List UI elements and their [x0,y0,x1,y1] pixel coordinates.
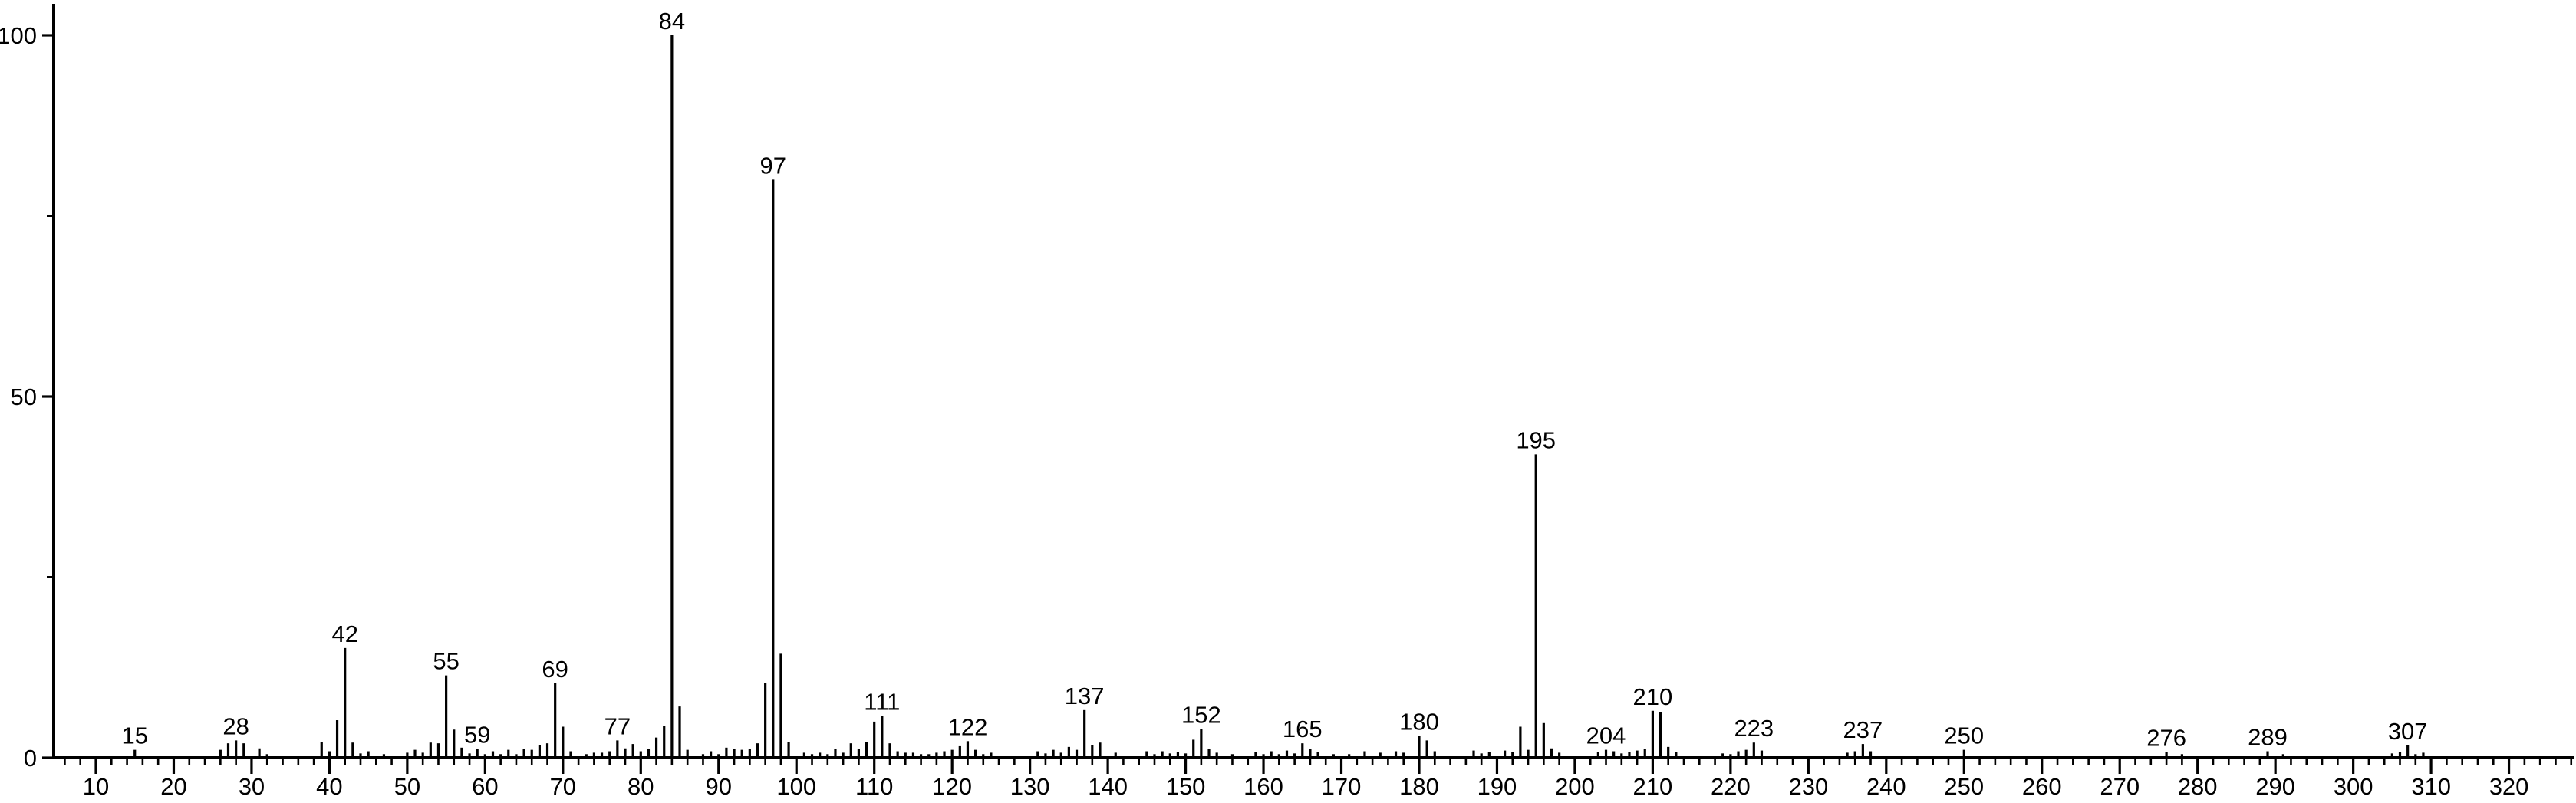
x-tick-label: 50 [394,773,420,799]
peak-mass-label: 84 [659,8,685,35]
x-tick-label: 170 [1322,773,1362,799]
peak-mass-label: 223 [1734,715,1774,742]
x-tick-label: 190 [1477,773,1517,799]
x-tick-label: 150 [1166,773,1206,799]
x-tick-label: 160 [1244,773,1283,799]
y-tick-label: 0 [24,745,37,772]
peak-mass-label: 210 [1633,683,1673,710]
peak-mass-label: 122 [948,713,988,740]
peak-mass-label: 237 [1843,716,1883,743]
x-tick-label: 310 [2411,773,2451,799]
peak-mass-label: 165 [1283,716,1323,742]
x-tick-label: 60 [472,773,498,799]
x-tick-label: 260 [2022,773,2062,799]
peak-mass-label: 276 [2146,724,2186,751]
peak-mass-label: 307 [2388,718,2428,745]
x-tick-label: 100 [776,773,816,799]
x-tick-label: 70 [550,773,576,799]
x-tick-label: 180 [1399,773,1439,799]
x-tick-label: 240 [1866,773,1906,799]
peak-mass-label: 69 [542,656,568,683]
peak-mass-label: 195 [1516,426,1556,453]
x-tick-label: 230 [1788,773,1828,799]
axes [52,4,2574,759]
peak-mass-label: 28 [222,712,249,739]
peaks [133,35,2425,758]
x-tick-label: 210 [1633,773,1673,799]
peak-mass-label: 15 [121,722,147,749]
x-tick-label: 10 [83,773,109,799]
peak-mass-label: 111 [864,688,900,715]
x-tick-label: 220 [1711,773,1751,799]
x-tick-label: 280 [2178,773,2218,799]
x-tick-label: 110 [855,773,893,799]
x-tick-label: 20 [160,773,186,799]
x-tick-label: 250 [1944,773,1984,799]
x-tick-label: 200 [1555,773,1595,799]
x-tick-label: 270 [2100,773,2140,799]
peak-mass-label: 152 [1181,701,1221,728]
peak-mass-label: 97 [760,152,786,179]
peak-mass-label: 55 [433,648,459,675]
x-tick-label: 140 [1088,773,1128,799]
peak-mass-label: 77 [604,712,631,739]
peak-mass-label: 42 [331,620,357,647]
peak-labels: 15 28 42 55 59 69 77 84 97 111 122 137 152 165 180 195 2… [121,8,2427,751]
peak-mass-label: 204 [1586,722,1626,749]
axis-ticks: 0 50 100 10 20 30 40 50 60 70 80 90 100 110 120 130 140 1… [0,22,2573,800]
x-tick-label: 120 [932,773,972,799]
peak-mass-label: 289 [2248,724,2288,751]
x-tick-label: 80 [628,773,654,799]
x-tick-label: 90 [706,773,732,799]
y-tick-label: 50 [11,383,37,410]
peak-mass-label: 180 [1399,709,1439,736]
x-tick-label: 40 [316,773,342,799]
x-tick-label: 290 [2255,773,2295,799]
y-tick-label: 100 [0,22,37,49]
x-tick-label: 130 [1010,773,1050,799]
x-tick-label: 320 [2489,773,2529,799]
peak-mass-label: 137 [1065,683,1105,709]
peak-mass-label: 59 [464,722,490,749]
x-tick-label: 30 [239,773,265,799]
peak-mass-label: 250 [1944,722,1984,749]
x-tick-label: 300 [2334,773,2373,799]
